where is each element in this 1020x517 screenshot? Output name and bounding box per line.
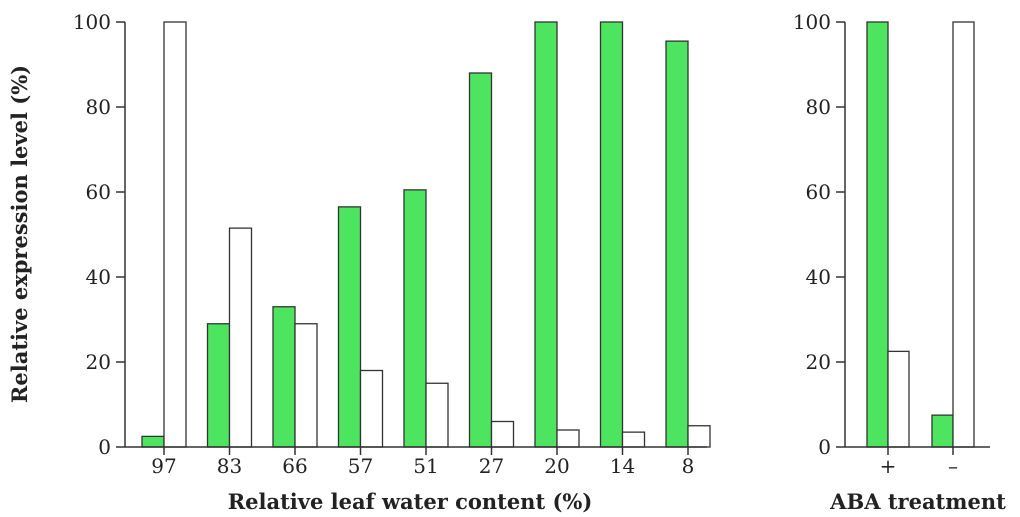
water-content-bar-filled-3 bbox=[337, 206, 362, 448]
aba-bar-filled-0 bbox=[866, 21, 889, 448]
water-content-bar-open-0 bbox=[163, 21, 187, 448]
water-content-y-ticks: 0 20 40 60 80 100 bbox=[73, 10, 125, 459]
aba-y-ticks: 0 20 40 60 80 100 bbox=[793, 10, 845, 459]
water-content-x-tick-label-1: 83 bbox=[217, 454, 242, 478]
water-content-y-tick-label-2: 40 bbox=[86, 265, 111, 289]
water-content-bar-filled-8 bbox=[665, 40, 689, 448]
water-content-y-axis-title: Relative expression level (%) bbox=[7, 65, 32, 403]
water-content-y-tick-label-1: 20 bbox=[86, 350, 111, 374]
water-content-bar-open-6 bbox=[556, 429, 580, 448]
water-content-bar-open-4 bbox=[425, 382, 449, 448]
water-content-x-tick-label-5: 27 bbox=[479, 454, 504, 478]
water-content-x-tick-label-3: 57 bbox=[348, 454, 373, 478]
aba-bar-filled-1 bbox=[931, 414, 954, 448]
water-content-x-axis-title: Relative leaf water content (%) bbox=[228, 489, 593, 514]
water-content-x-tick-label-6: 20 bbox=[544, 454, 569, 478]
aba-bar-open-0 bbox=[887, 350, 910, 448]
water-content-x-tick-label-0: 97 bbox=[151, 454, 176, 478]
water-content-bar-filled-5 bbox=[468, 72, 493, 448]
aba-x-tick-label-0: + bbox=[880, 454, 897, 478]
aba-treatment-bars bbox=[866, 21, 975, 448]
water-content-x-tick-label-8: 8 bbox=[682, 454, 695, 478]
aba-y-tick-label-1: 20 bbox=[806, 350, 831, 374]
aba-y-tick-label-3: 60 bbox=[806, 180, 831, 204]
water-content-y-tick-label-4: 80 bbox=[86, 95, 111, 119]
aba-y-tick-label-0: 0 bbox=[818, 435, 831, 459]
aba-x-tick-label-1: – bbox=[948, 454, 958, 478]
water-content-y-tick-label-5: 100 bbox=[73, 10, 111, 34]
aba-x-ticks: + – bbox=[880, 447, 958, 478]
aba-bar-open-1 bbox=[952, 21, 975, 448]
water-content-bar-filled-4 bbox=[403, 189, 427, 448]
water-content-bar-filled-6 bbox=[534, 21, 558, 448]
aba-y-tick-label-4: 80 bbox=[806, 95, 831, 119]
water-content-bar-filled-1 bbox=[206, 323, 231, 448]
water-content-chart: 0 20 40 60 80 100 97 83 66 57 51 27 20 14 8 Relative … bbox=[7, 10, 711, 514]
aba-y-tick-label-2: 40 bbox=[806, 265, 831, 289]
water-content-bars bbox=[141, 21, 711, 448]
water-content-x-ticks: 97 83 66 57 51 27 20 14 8 bbox=[151, 447, 694, 478]
water-content-y-tick-label-3: 60 bbox=[86, 180, 111, 204]
water-content-bar-open-8 bbox=[687, 425, 711, 448]
water-content-x-tick-label-4: 51 bbox=[413, 454, 438, 478]
aba-x-axis-title: ABA treatment bbox=[829, 489, 1006, 514]
water-content-bar-filled-0 bbox=[141, 435, 165, 448]
water-content-bar-filled-2 bbox=[272, 306, 296, 448]
water-content-bar-filled-7 bbox=[599, 21, 624, 448]
water-content-bar-open-1 bbox=[228, 227, 253, 448]
water-content-y-tick-label-0: 0 bbox=[98, 435, 111, 459]
water-content-x-tick-label-7: 14 bbox=[610, 454, 635, 478]
water-content-x-tick-label-2: 66 bbox=[282, 454, 307, 478]
aba-y-tick-label-5: 100 bbox=[793, 10, 831, 34]
water-content-bar-open-2 bbox=[294, 323, 318, 448]
water-content-bar-open-3 bbox=[359, 369, 384, 448]
water-content-bar-open-5 bbox=[490, 420, 515, 448]
water-content-bar-open-7 bbox=[621, 431, 646, 448]
